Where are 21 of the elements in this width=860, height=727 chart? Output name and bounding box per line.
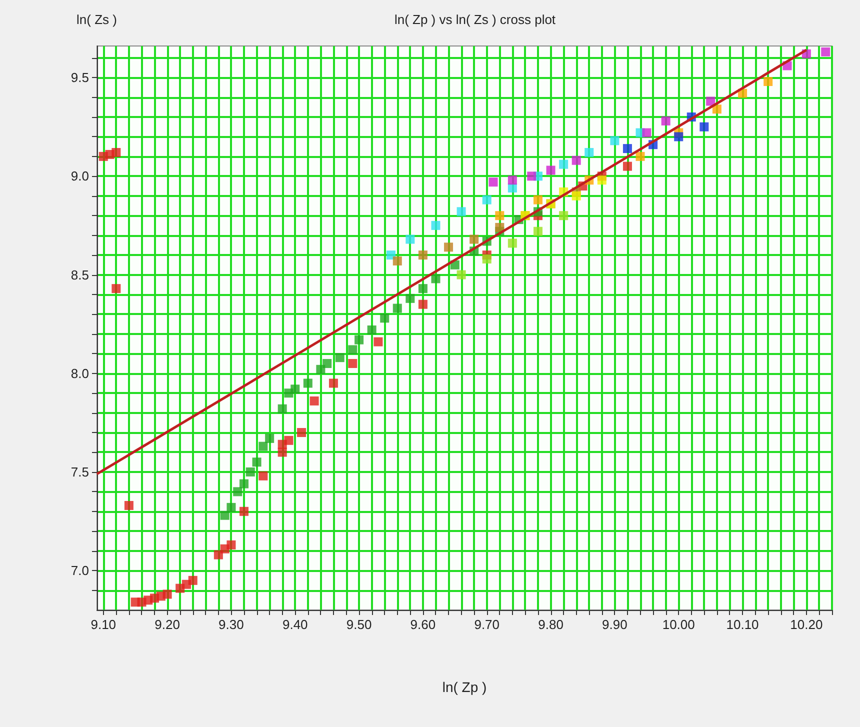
x-tick-label: 9.90 <box>602 617 628 632</box>
y-tick-label: 9.0 <box>70 168 89 184</box>
y-tick-label: 8.5 <box>70 267 89 282</box>
x-tick-label: 9.60 <box>410 617 436 632</box>
x-axis-title: ln( Zp ) <box>442 679 487 695</box>
chart-title: ln( Zp ) vs ln( Zs ) cross plot <box>394 12 556 27</box>
x-tick-label: 10.00 <box>662 617 695 632</box>
x-tick-label: 9.70 <box>474 617 500 632</box>
x-tick-label: 9.30 <box>218 617 244 632</box>
y-axis-title: ln( Zs ) <box>76 12 117 27</box>
x-tick-label: 9.80 <box>538 617 564 632</box>
x-tick-label: 10.20 <box>790 617 823 632</box>
x-tick-label: 9.20 <box>154 617 180 632</box>
y-tick-label: 7.5 <box>70 464 89 480</box>
y-tick-label: 9.5 <box>70 70 89 86</box>
x-tick-label: 9.10 <box>90 617 116 632</box>
x-tick-label: 10.10 <box>726 617 759 632</box>
x-tick-label: 9.40 <box>282 617 308 632</box>
y-tick-label: 8.0 <box>70 366 89 381</box>
x-tick-label: 9.50 <box>346 617 372 632</box>
y-tick-label: 7.0 <box>70 563 89 578</box>
